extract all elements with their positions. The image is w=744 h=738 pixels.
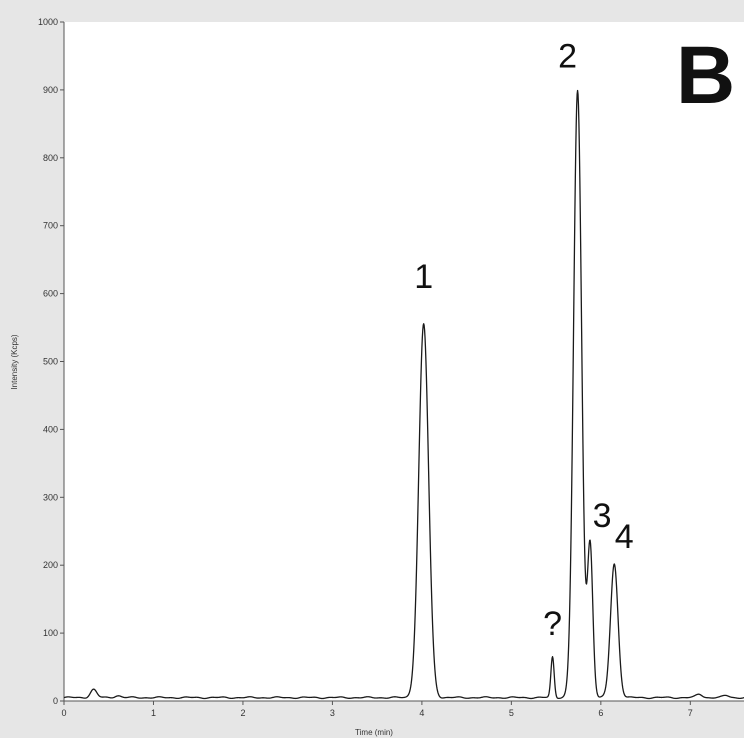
peak-labels: 1? 2 34 bbox=[414, 37, 634, 643]
y-tick-label: 100 bbox=[43, 628, 58, 638]
x-tick-label: 0 bbox=[61, 708, 66, 718]
x-tick-label: 5 bbox=[509, 708, 514, 718]
y-tick-label: 600 bbox=[43, 289, 58, 299]
peak-label: 4 bbox=[615, 518, 634, 556]
x-tick-label: 6 bbox=[598, 708, 603, 718]
peak-label: 1 bbox=[414, 258, 433, 296]
y-tick-label: 800 bbox=[43, 153, 58, 163]
y-tick-label: 300 bbox=[43, 492, 58, 502]
y-tick-label: 1000 bbox=[38, 17, 58, 27]
peak-label: ? bbox=[543, 605, 562, 643]
y-tick-label: 900 bbox=[43, 85, 58, 95]
y-tick-label: 400 bbox=[43, 424, 58, 434]
y-tick-label: 0 bbox=[53, 696, 58, 706]
y-tick-label: 500 bbox=[43, 357, 58, 367]
chromatogram-trace bbox=[63, 89, 744, 700]
y-tick-label: 200 bbox=[43, 560, 58, 570]
y-axis-title: Intensity (Kcps) bbox=[10, 334, 19, 389]
x-axis-title: Time (min) bbox=[355, 728, 393, 737]
x-tick-label: 7 bbox=[688, 708, 693, 718]
peak-label: 3 bbox=[593, 497, 612, 535]
x-tick-label: 1 bbox=[151, 708, 156, 718]
panel-letter: B bbox=[676, 30, 735, 121]
x-tick-label: 4 bbox=[419, 708, 424, 718]
y-tick-label: 700 bbox=[43, 221, 58, 231]
x-tick-label: 2 bbox=[240, 708, 245, 718]
peak-label: 2 bbox=[558, 37, 577, 75]
plot-area bbox=[64, 22, 744, 701]
x-tick-label: 3 bbox=[330, 708, 335, 718]
